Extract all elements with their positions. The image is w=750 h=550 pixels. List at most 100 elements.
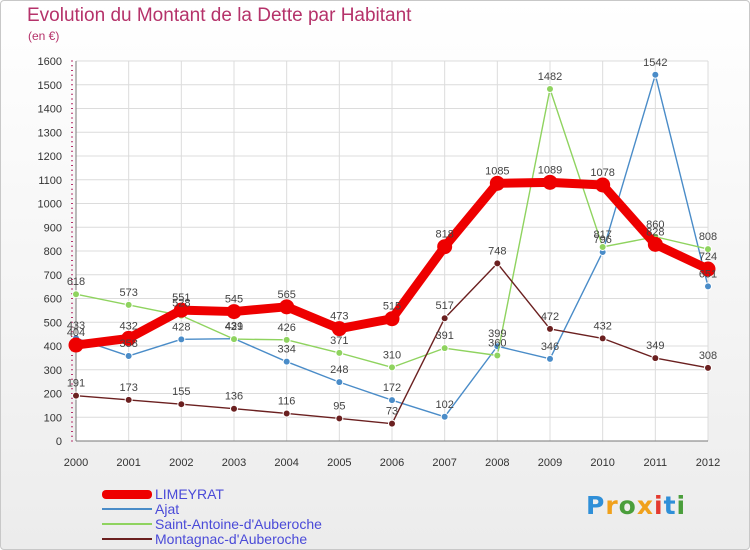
y-tick-label: 1300 <box>38 127 62 139</box>
data-label-saint-antoine-d-auberoche: 429 <box>225 321 243 333</box>
data-label-limeyrat: 515 <box>383 301 401 313</box>
data-point-ajat <box>440 412 449 421</box>
data-label-saint-antoine-d-auberoche: 817 <box>593 229 611 241</box>
y-tick-label: 400 <box>44 341 62 353</box>
logo-letter: i <box>676 491 687 520</box>
x-tick-label: 2012 <box>696 457 720 469</box>
data-label-limeyrat: 551 <box>172 292 190 304</box>
data-label-montagnac-d-auberoche: 308 <box>699 350 717 362</box>
data-point-saint-antoine-d-auberoche <box>440 344 449 353</box>
data-point-montagnac-d-auberoche <box>72 391 80 400</box>
data-label-montagnac-d-auberoche: 748 <box>488 245 506 257</box>
data-point-limeyrat <box>647 236 663 252</box>
data-point-ajat <box>282 357 291 366</box>
legend-swatch <box>102 538 152 540</box>
x-tick-label: 2003 <box>222 457 246 469</box>
data-point-limeyrat <box>700 261 716 277</box>
x-tick-label: 2004 <box>274 457 298 469</box>
data-point-montagnac-d-auberoche <box>282 409 291 418</box>
y-tick-label: 100 <box>44 412 62 424</box>
y-tick-label: 1100 <box>38 175 62 187</box>
data-label-saint-antoine-d-auberoche: 1482 <box>538 71 562 83</box>
data-point-limeyrat <box>173 302 189 318</box>
data-point-montagnac-d-auberoche <box>335 414 344 423</box>
data-point-montagnac-d-auberoche <box>440 314 449 323</box>
data-point-ajat <box>704 282 712 291</box>
data-point-saint-antoine-d-auberoche <box>282 335 291 344</box>
legend-label: Montagnac-d'Auberoche <box>155 531 308 547</box>
data-point-limeyrat <box>331 321 347 337</box>
proxiti-logo: Proxiti <box>586 491 686 520</box>
data-point-limeyrat <box>437 239 453 255</box>
series <box>68 70 716 428</box>
data-point-saint-antoine-d-auberoche <box>388 363 396 372</box>
data-point-montagnac-d-auberoche <box>230 404 238 413</box>
data-label-saint-antoine-d-auberoche: 360 <box>488 338 506 350</box>
x-tick-label: 2000 <box>64 457 88 469</box>
axes: 0 100 200 300 400 500 600 700 800 900 1000 1100 1200… <box>38 56 721 469</box>
data-point-ajat <box>335 378 344 387</box>
data-label-ajat: 358 <box>119 338 137 350</box>
logo-letter: x <box>636 491 654 520</box>
data-label-ajat: 431 <box>225 321 243 333</box>
data-point-montagnac-d-auberoche <box>546 324 554 333</box>
data-label-limeyrat: 828 <box>646 226 664 238</box>
data-label-montagnac-d-auberoche: 432 <box>593 320 611 332</box>
legend-swatch <box>102 523 152 525</box>
data-point-saint-antoine-d-auberoche <box>72 290 80 299</box>
data-point-limeyrat <box>68 337 84 353</box>
legend-label: LIMEYRAT <box>155 486 224 502</box>
data-labels: 433 358 428 431 334 248 172 102 399 346 796 1542 651… <box>67 57 717 418</box>
data-label-limeyrat: 1089 <box>538 164 562 176</box>
x-tick-label: 2010 <box>590 457 614 469</box>
y-tick-label: 0 <box>56 436 62 448</box>
data-label-saint-antoine-d-auberoche: 371 <box>330 335 348 347</box>
y-tick-label: 300 <box>44 365 62 377</box>
x-tick-label: 2006 <box>380 457 404 469</box>
data-label-limeyrat: 545 <box>225 294 243 306</box>
data-point-ajat <box>388 396 396 405</box>
data-label-montagnac-d-auberoche: 95 <box>333 400 345 412</box>
data-label-limeyrat: 432 <box>119 320 137 332</box>
data-label-montagnac-d-auberoche: 191 <box>67 378 85 390</box>
data-label-ajat: 651 <box>699 268 717 280</box>
y-tick-label: 1400 <box>38 104 62 116</box>
data-label-limeyrat: 1078 <box>590 167 614 179</box>
y-tick-label: 1600 <box>38 56 62 68</box>
y-tick-label: 500 <box>44 317 62 329</box>
legend-swatch <box>102 489 152 499</box>
data-label-limeyrat: 1085 <box>485 165 509 177</box>
logo-letter: o <box>618 491 637 520</box>
data-label-montagnac-d-auberoche: 73 <box>386 406 398 418</box>
logo-letter: t <box>663 491 677 520</box>
data-label-saint-antoine-d-auberoche: 573 <box>119 287 137 299</box>
chart-subtitle: (en €) <box>28 29 60 43</box>
data-point-montagnac-d-auberoche <box>651 354 660 363</box>
logo-letter: P <box>586 491 606 520</box>
data-point-limeyrat <box>542 174 558 190</box>
y-tick-label: 1500 <box>38 80 62 92</box>
chart-title: Evolution du Montant de la Dette par Hab… <box>27 5 412 26</box>
data-point-saint-antoine-d-auberoche <box>704 245 712 254</box>
data-point-saint-antoine-d-auberoche <box>124 300 133 309</box>
logo-letter: r <box>605 491 619 520</box>
legend-swatch <box>102 508 152 510</box>
x-tick-label: 2007 <box>432 457 456 469</box>
data-label-ajat: 346 <box>541 341 559 353</box>
data-label-limeyrat: 565 <box>277 289 295 301</box>
data-label-limeyrat: 404 <box>67 327 85 339</box>
x-tick-label: 2011 <box>644 457 668 469</box>
data-label-montagnac-d-auberoche: 517 <box>435 300 453 312</box>
data-label-montagnac-d-auberoche: 173 <box>119 382 137 394</box>
data-label-montagnac-d-auberoche: 472 <box>541 311 559 323</box>
data-point-montagnac-d-auberoche <box>704 363 712 372</box>
data-point-ajat <box>177 335 186 344</box>
data-point-montagnac-d-auberoche <box>124 395 133 404</box>
y-tick-label: 700 <box>44 270 62 282</box>
data-point-saint-antoine-d-auberoche <box>598 242 607 251</box>
data-point-limeyrat <box>279 299 295 315</box>
data-label-saint-antoine-d-auberoche: 426 <box>277 322 295 334</box>
data-point-ajat <box>546 354 554 363</box>
